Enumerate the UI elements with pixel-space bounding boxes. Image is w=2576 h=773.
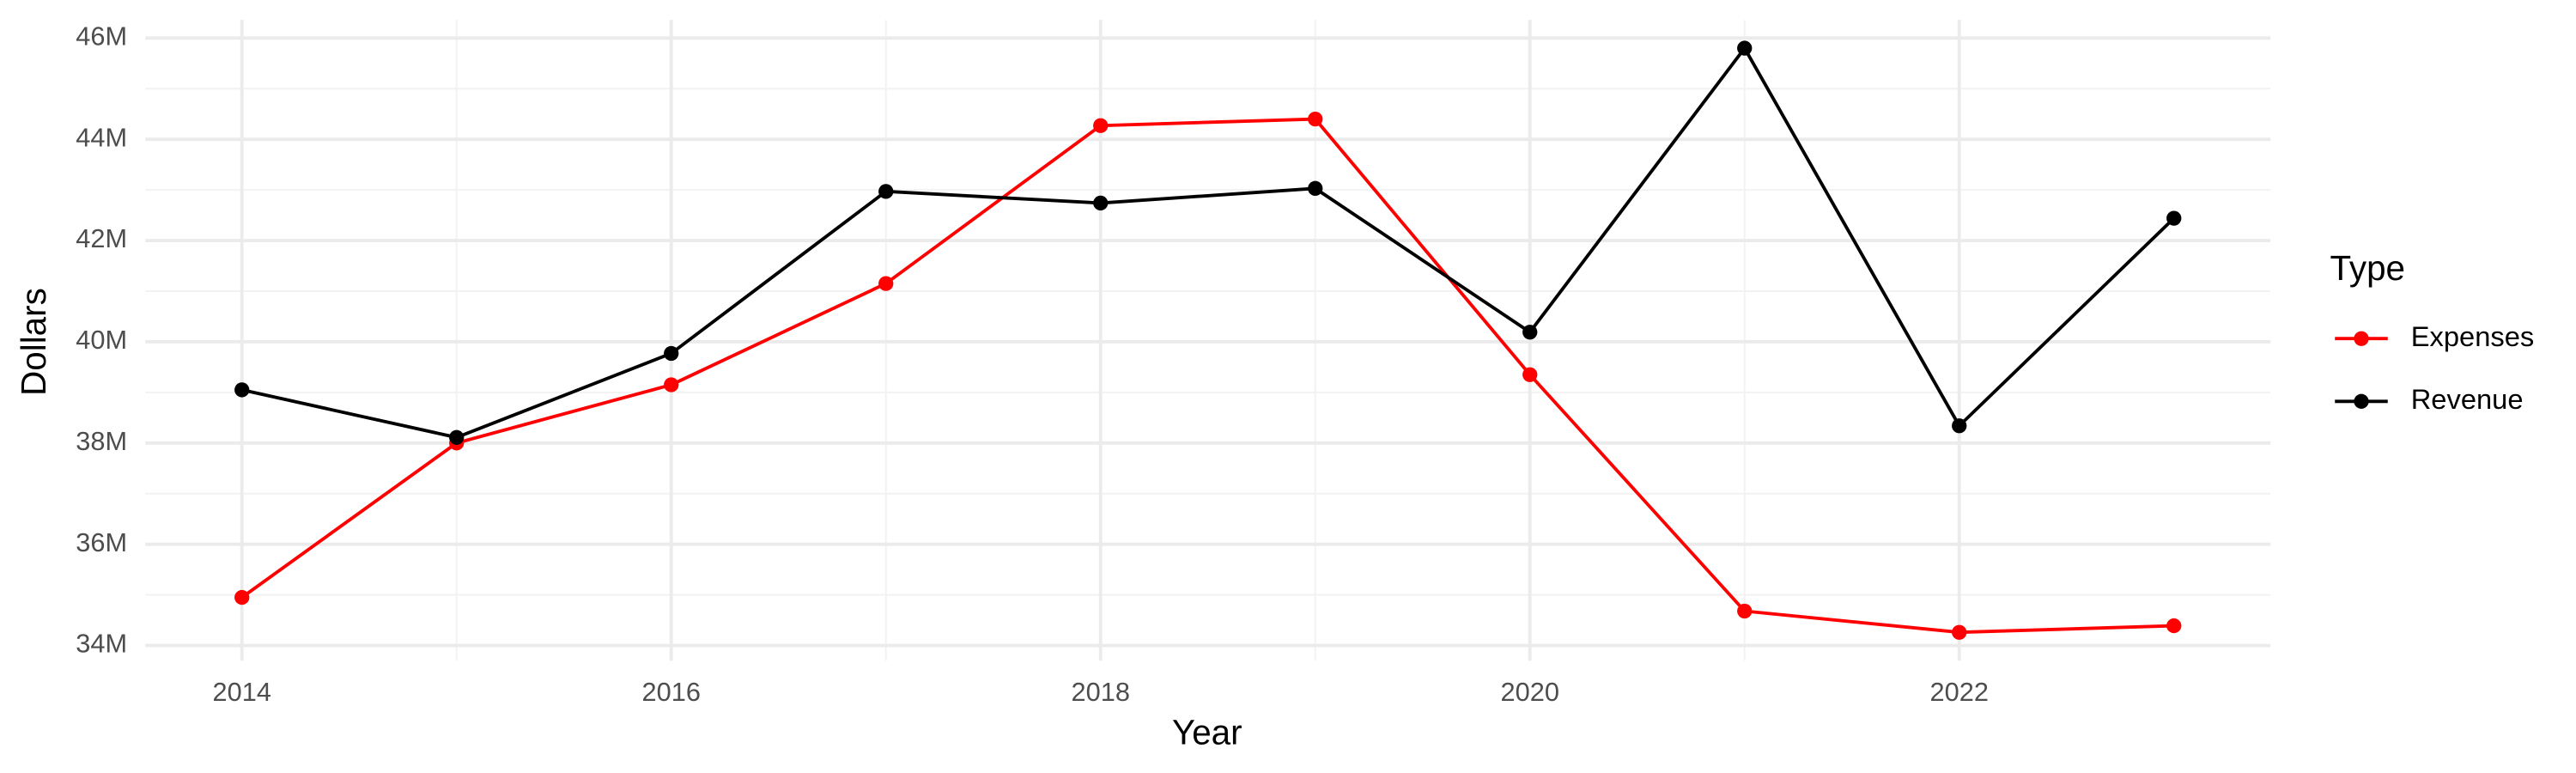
data-point bbox=[1952, 418, 1967, 434]
data-point bbox=[1308, 111, 1323, 127]
legend-label: Revenue bbox=[2411, 383, 2524, 415]
data-point bbox=[1952, 624, 1967, 640]
data-point bbox=[2166, 618, 2182, 634]
data-point bbox=[1093, 118, 1109, 133]
legend-key-point bbox=[2354, 393, 2369, 409]
x-tick-label: 2016 bbox=[642, 677, 701, 707]
series-line bbox=[241, 45, 2176, 440]
data-point bbox=[1308, 180, 1323, 196]
y-tick-label: 36M bbox=[76, 527, 127, 557]
data-point bbox=[449, 429, 465, 445]
y-tick-label: 46M bbox=[76, 21, 127, 51]
y-tick-label: 40M bbox=[76, 325, 127, 355]
data-point bbox=[664, 345, 679, 362]
y-tick-label: 42M bbox=[76, 223, 127, 253]
y-axis-title: Dollars bbox=[14, 288, 53, 396]
data-point bbox=[878, 276, 894, 291]
data-point bbox=[2166, 210, 2182, 226]
data-point bbox=[664, 377, 679, 393]
x-tick-label: 2014 bbox=[213, 677, 271, 707]
data-point bbox=[1093, 195, 1109, 211]
series-line bbox=[240, 117, 2174, 635]
data-point bbox=[234, 382, 250, 398]
y-tick-label: 34M bbox=[76, 629, 127, 659]
x-axis-title: Year bbox=[1172, 712, 1242, 752]
legend-key-point bbox=[2354, 331, 2369, 346]
x-tick-label: 2020 bbox=[1501, 677, 1559, 707]
data-point bbox=[878, 184, 894, 199]
y-tick-label: 38M bbox=[76, 426, 127, 456]
x-tick-label: 2022 bbox=[1930, 677, 1989, 707]
data-point bbox=[1737, 40, 1753, 56]
data-point bbox=[234, 589, 250, 606]
x-tick-label: 2018 bbox=[1072, 677, 1130, 707]
y-tick-label: 44M bbox=[76, 122, 127, 152]
legend-title: Type bbox=[2330, 248, 2405, 288]
data-point bbox=[1522, 325, 1538, 340]
data-point bbox=[1737, 603, 1753, 619]
legend-label: Expenses bbox=[2411, 320, 2535, 352]
data-point bbox=[1522, 367, 1538, 382]
